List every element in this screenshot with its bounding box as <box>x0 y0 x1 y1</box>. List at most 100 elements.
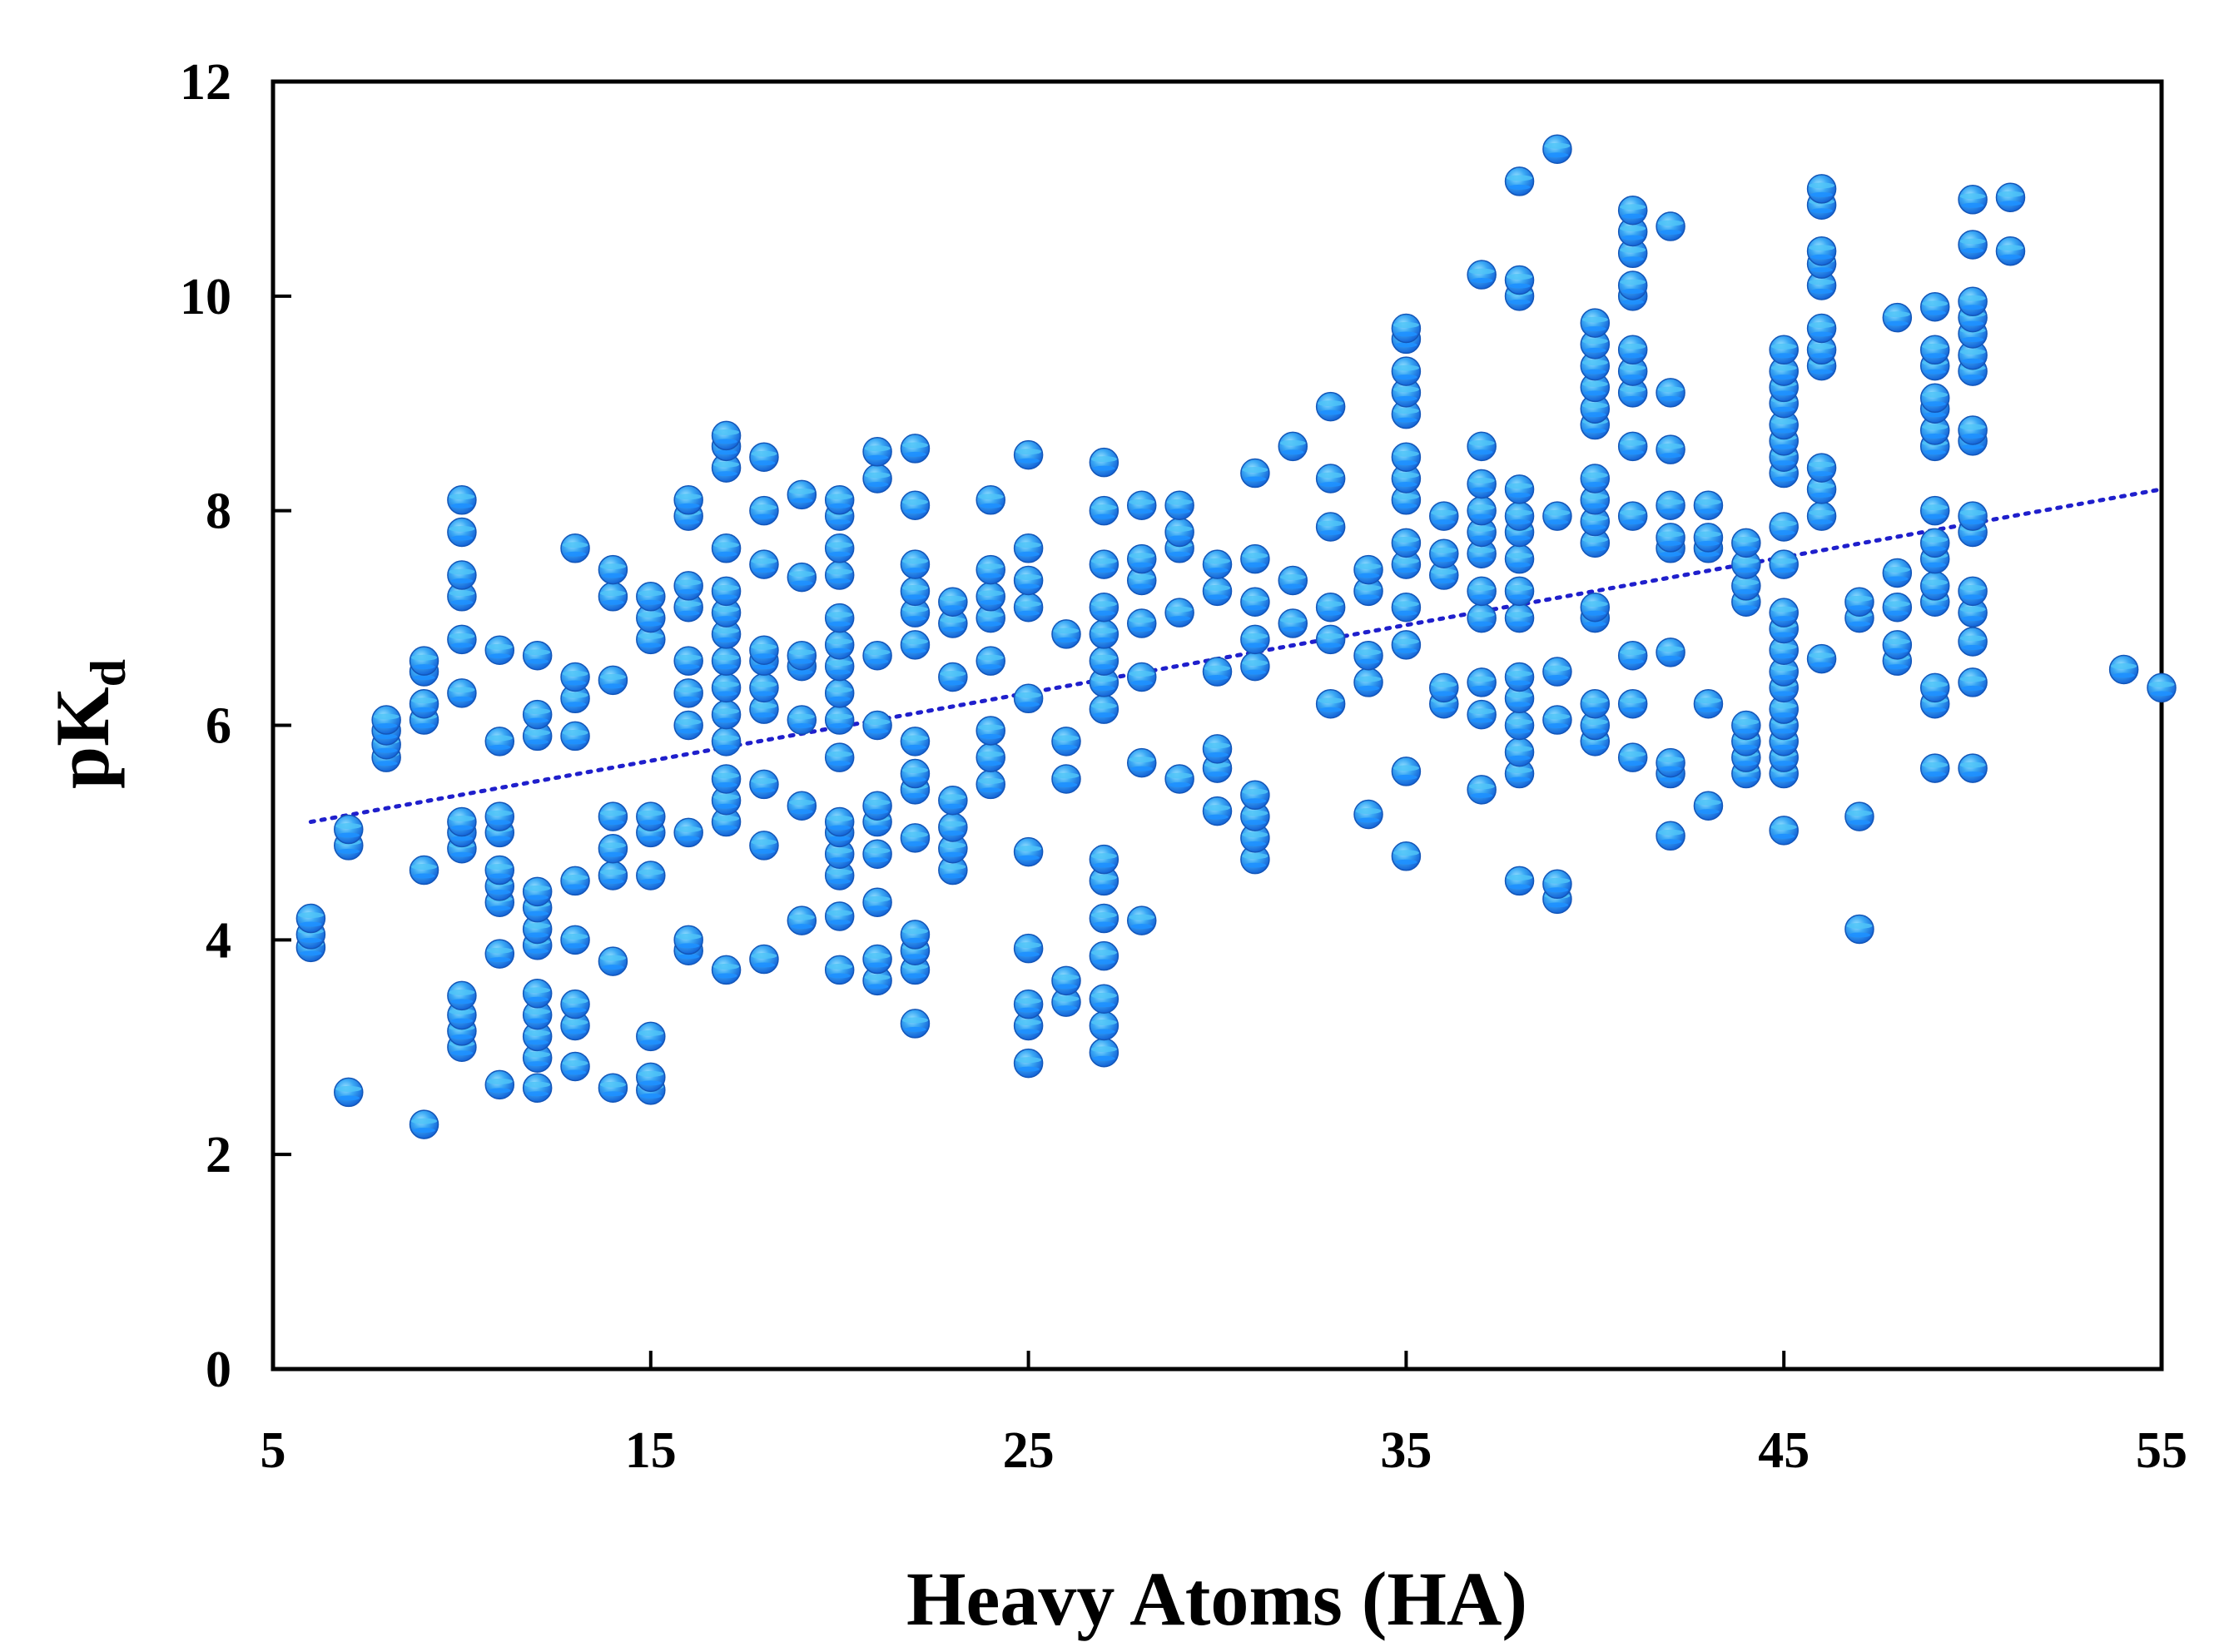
y-axis-ticks: 0 2 4 6 8 10 12 <box>180 54 291 1398</box>
data-point <box>1391 841 1422 871</box>
data-point <box>1656 211 1685 241</box>
data-point <box>409 1109 439 1139</box>
data-point <box>862 464 892 494</box>
data-point <box>1467 260 1497 290</box>
data-point <box>1504 737 1535 767</box>
y-axis-title-subscript: d <box>81 659 136 687</box>
data-point <box>1089 646 1119 676</box>
data-point <box>447 624 477 655</box>
data-point <box>900 920 931 950</box>
data-point <box>1617 378 1648 408</box>
data-point <box>598 946 628 976</box>
data-point <box>824 533 855 563</box>
data-point <box>560 866 590 896</box>
data-point <box>1240 651 1270 682</box>
data-point <box>1391 485 1422 515</box>
data-point <box>1656 747 1685 778</box>
data-point <box>1806 270 1837 300</box>
data-point <box>1202 657 1233 687</box>
data-point <box>409 646 439 676</box>
data-point <box>938 785 968 816</box>
data-point <box>522 979 553 1009</box>
data-point <box>862 640 892 671</box>
data-point <box>1542 869 1572 900</box>
data-point <box>1958 576 1988 607</box>
data-point <box>1089 447 1119 478</box>
data-point <box>1089 903 1119 934</box>
data-point <box>1467 699 1497 730</box>
data-point <box>673 817 703 848</box>
data-point <box>938 855 968 886</box>
data-point <box>1769 512 1799 542</box>
data-point <box>1580 688 1611 719</box>
data-point <box>1919 672 1950 703</box>
data-point <box>1013 989 1044 1019</box>
data-point <box>1089 495 1119 526</box>
data-point <box>1693 523 1724 553</box>
data-point <box>824 630 855 660</box>
data-point <box>1467 495 1497 526</box>
y-axis-title: pKd <box>40 659 136 789</box>
data-point <box>900 576 931 607</box>
data-point <box>447 980 477 1011</box>
data-point <box>900 490 931 520</box>
data-point <box>1353 667 1383 697</box>
data-point <box>1051 764 1081 794</box>
data-point <box>1467 667 1497 697</box>
data-point <box>1202 576 1233 607</box>
data-point <box>1919 291 1950 322</box>
data-point <box>1919 753 1950 783</box>
data-point <box>1958 415 1988 445</box>
data-point <box>900 727 931 757</box>
data-point <box>1240 624 1270 655</box>
data-point <box>1617 356 1648 386</box>
data-point <box>824 861 855 890</box>
y-tick-label: 8 <box>206 484 231 540</box>
data-point <box>1126 543 1157 574</box>
data-point <box>1617 431 1648 462</box>
data-point <box>1278 431 1308 462</box>
data-point <box>1467 576 1497 607</box>
data-point <box>560 533 590 563</box>
data-point <box>484 801 515 831</box>
data-point <box>1126 490 1157 520</box>
data-point <box>1240 780 1270 811</box>
data-point <box>787 479 817 510</box>
data-point <box>1919 383 1950 414</box>
data-point <box>1656 523 1685 553</box>
data-point <box>560 1010 590 1041</box>
data-point <box>1542 134 1572 164</box>
data-point <box>824 806 855 837</box>
data-point <box>1504 474 1535 504</box>
data-point <box>673 571 703 601</box>
data-point <box>1731 710 1761 741</box>
data-point <box>711 785 742 816</box>
data-point <box>1126 608 1157 638</box>
y-tick-label: 12 <box>180 54 231 111</box>
data-point <box>1467 775 1497 805</box>
data-point <box>560 925 590 955</box>
data-point <box>1769 549 1799 579</box>
data-point <box>1617 335 1648 365</box>
data-point <box>636 801 666 831</box>
data-point <box>1391 442 1422 472</box>
data-point <box>938 662 968 692</box>
data-point <box>598 861 628 890</box>
data-point <box>1769 816 1799 846</box>
data-point <box>598 834 628 864</box>
data-point <box>976 646 1005 676</box>
data-point <box>522 914 553 945</box>
data-point <box>938 812 968 842</box>
data-point <box>1013 439 1044 470</box>
data-point <box>1089 549 1119 579</box>
data-point <box>1391 630 1422 660</box>
data-point <box>1126 565 1157 596</box>
data-point <box>1315 464 1346 494</box>
data-point <box>1806 501 1837 531</box>
data-point <box>976 485 1005 515</box>
data-point <box>824 678 855 708</box>
data-points <box>295 134 2177 1139</box>
data-point <box>598 582 628 612</box>
data-point <box>1429 672 1459 703</box>
data-point <box>1958 667 1988 697</box>
